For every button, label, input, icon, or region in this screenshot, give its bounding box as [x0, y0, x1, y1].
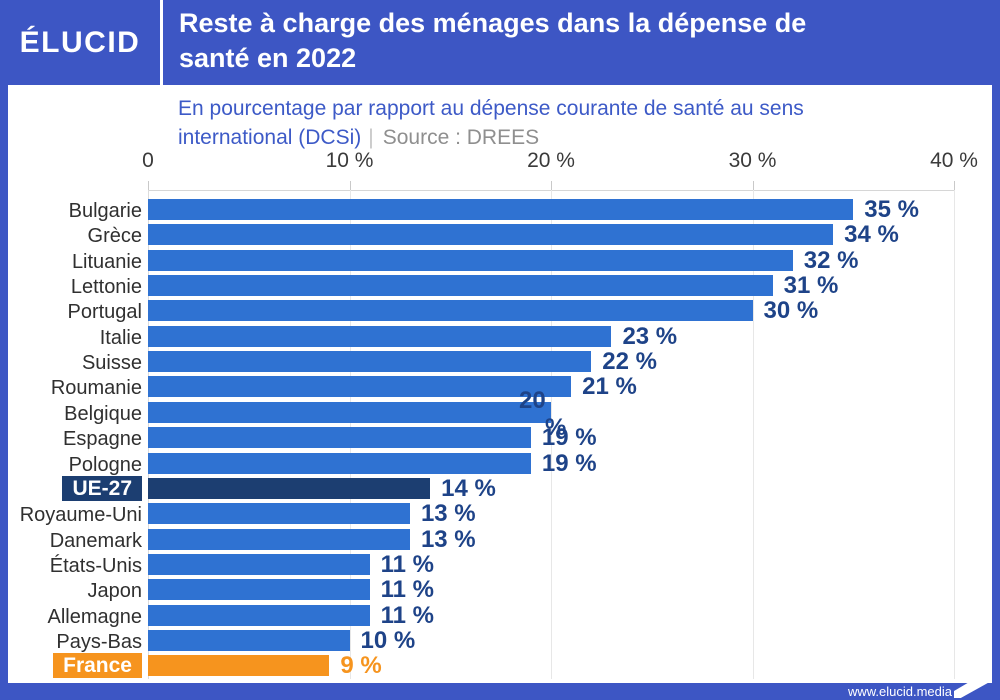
x-axis-tick-label: 30 %	[728, 149, 777, 172]
bar	[148, 376, 572, 398]
value-label: 13 %	[420, 525, 476, 553]
value-label: 11 %	[380, 576, 435, 604]
subtitle-line1: En pourcentage par rapport au dépense co…	[178, 97, 804, 120]
value-label: 13 %	[420, 500, 476, 528]
footer-url: www.elucid.media	[847, 684, 952, 699]
country-label: Roumanie	[50, 377, 142, 400]
value-label: 11 %	[380, 550, 435, 578]
country-label: Pologne	[68, 453, 142, 476]
country-label: Lettonie	[70, 276, 142, 299]
value-label: 11 %	[380, 601, 435, 629]
subtitle-line2: international (DCSi) | Source : DREES	[178, 123, 992, 152]
x-axis-tick	[148, 181, 149, 190]
country-label: Danemark	[49, 529, 142, 552]
header: ÉLUCID Reste à charge des ménages dans l…	[0, 0, 1000, 85]
bar	[148, 629, 350, 651]
value-label: 32 %	[803, 246, 859, 274]
bar	[148, 604, 370, 626]
gridline	[551, 190, 552, 679]
page-title: Reste à charge des ménages dans la dépen…	[163, 0, 816, 85]
country-label: Lituanie	[71, 250, 142, 273]
x-axis-tick-label: 0	[142, 149, 154, 172]
bar	[148, 300, 753, 322]
bar	[148, 199, 854, 220]
country-label: Grèce	[87, 225, 142, 248]
value-label: 20%	[519, 386, 567, 441]
value-label: 9 %	[340, 652, 382, 680]
bar	[148, 452, 531, 474]
value-label: 14 %	[441, 474, 496, 502]
value-label: 23 %	[622, 322, 678, 350]
value-label: 31 %	[783, 272, 839, 300]
country-label: Pays-Bas	[56, 630, 142, 653]
x-axis-tick	[954, 181, 955, 190]
subtitle-method: international (DCSi)	[178, 126, 362, 149]
elucid-logo: ÉLUCID	[19, 25, 141, 59]
bar	[148, 224, 834, 246]
x-axis-tick	[349, 181, 351, 190]
x-axis-tick	[752, 181, 754, 190]
bar	[148, 351, 592, 373]
country-label: Bulgarie	[68, 200, 142, 222]
bar	[148, 275, 773, 297]
gridline	[954, 190, 955, 679]
bar	[148, 427, 531, 449]
bar	[148, 655, 330, 677]
footer: www.elucid.media	[0, 683, 1000, 700]
country-label: Royaume-Uni	[19, 504, 142, 527]
bar	[148, 249, 793, 271]
page-title-line1: Reste à charge des ménages dans la dépen…	[179, 8, 807, 38]
bar	[148, 503, 410, 525]
subtitle-separator: |	[368, 126, 374, 149]
country-label: Belgique	[64, 402, 142, 425]
gridline	[752, 190, 754, 679]
page-title-line2: santé en 2022	[179, 43, 357, 73]
france-label-box: France	[53, 653, 142, 679]
country-label: UE-27	[8, 475, 142, 501]
bar	[148, 477, 431, 499]
value-label: 19 %	[541, 449, 597, 477]
x-axis-tick-label: 40 %	[930, 149, 978, 172]
value-label: 22 %	[602, 348, 657, 376]
bar	[148, 401, 551, 423]
x-axis-tick-label: 10 %	[325, 149, 374, 172]
bar	[148, 553, 370, 575]
x-axis-tick	[551, 181, 552, 190]
country-label: Espagne	[63, 428, 142, 451]
country-label: Portugal	[67, 301, 143, 324]
subtitle-source: Source : DREES	[382, 126, 540, 149]
x-axis-tick-label: 20 %	[527, 149, 575, 172]
country-label: Allemagne	[47, 605, 142, 628]
value-label: 30 %	[763, 297, 819, 325]
value-label: 34 %	[844, 221, 899, 249]
value-label: 19 %	[541, 424, 597, 452]
country-label: Japon	[87, 580, 143, 603]
elucid-logo-box: ÉLUCID	[0, 0, 163, 85]
value-label: 35 %	[864, 196, 919, 223]
chart-panel: En pourcentage par rapport au dépense co…	[8, 85, 992, 683]
country-label: Suisse	[81, 352, 142, 375]
bar	[148, 528, 410, 550]
country-label: États-Unis	[49, 554, 142, 577]
bar	[148, 325, 612, 347]
value-label: 10 %	[360, 626, 416, 654]
value-label: 21 %	[582, 373, 637, 401]
bar	[148, 579, 370, 601]
chart-subtitle: En pourcentage par rapport au dépense co…	[178, 94, 992, 152]
country-label: France	[8, 653, 142, 679]
eu-label-box: UE-27	[62, 475, 142, 501]
country-label: Italie	[99, 326, 142, 349]
